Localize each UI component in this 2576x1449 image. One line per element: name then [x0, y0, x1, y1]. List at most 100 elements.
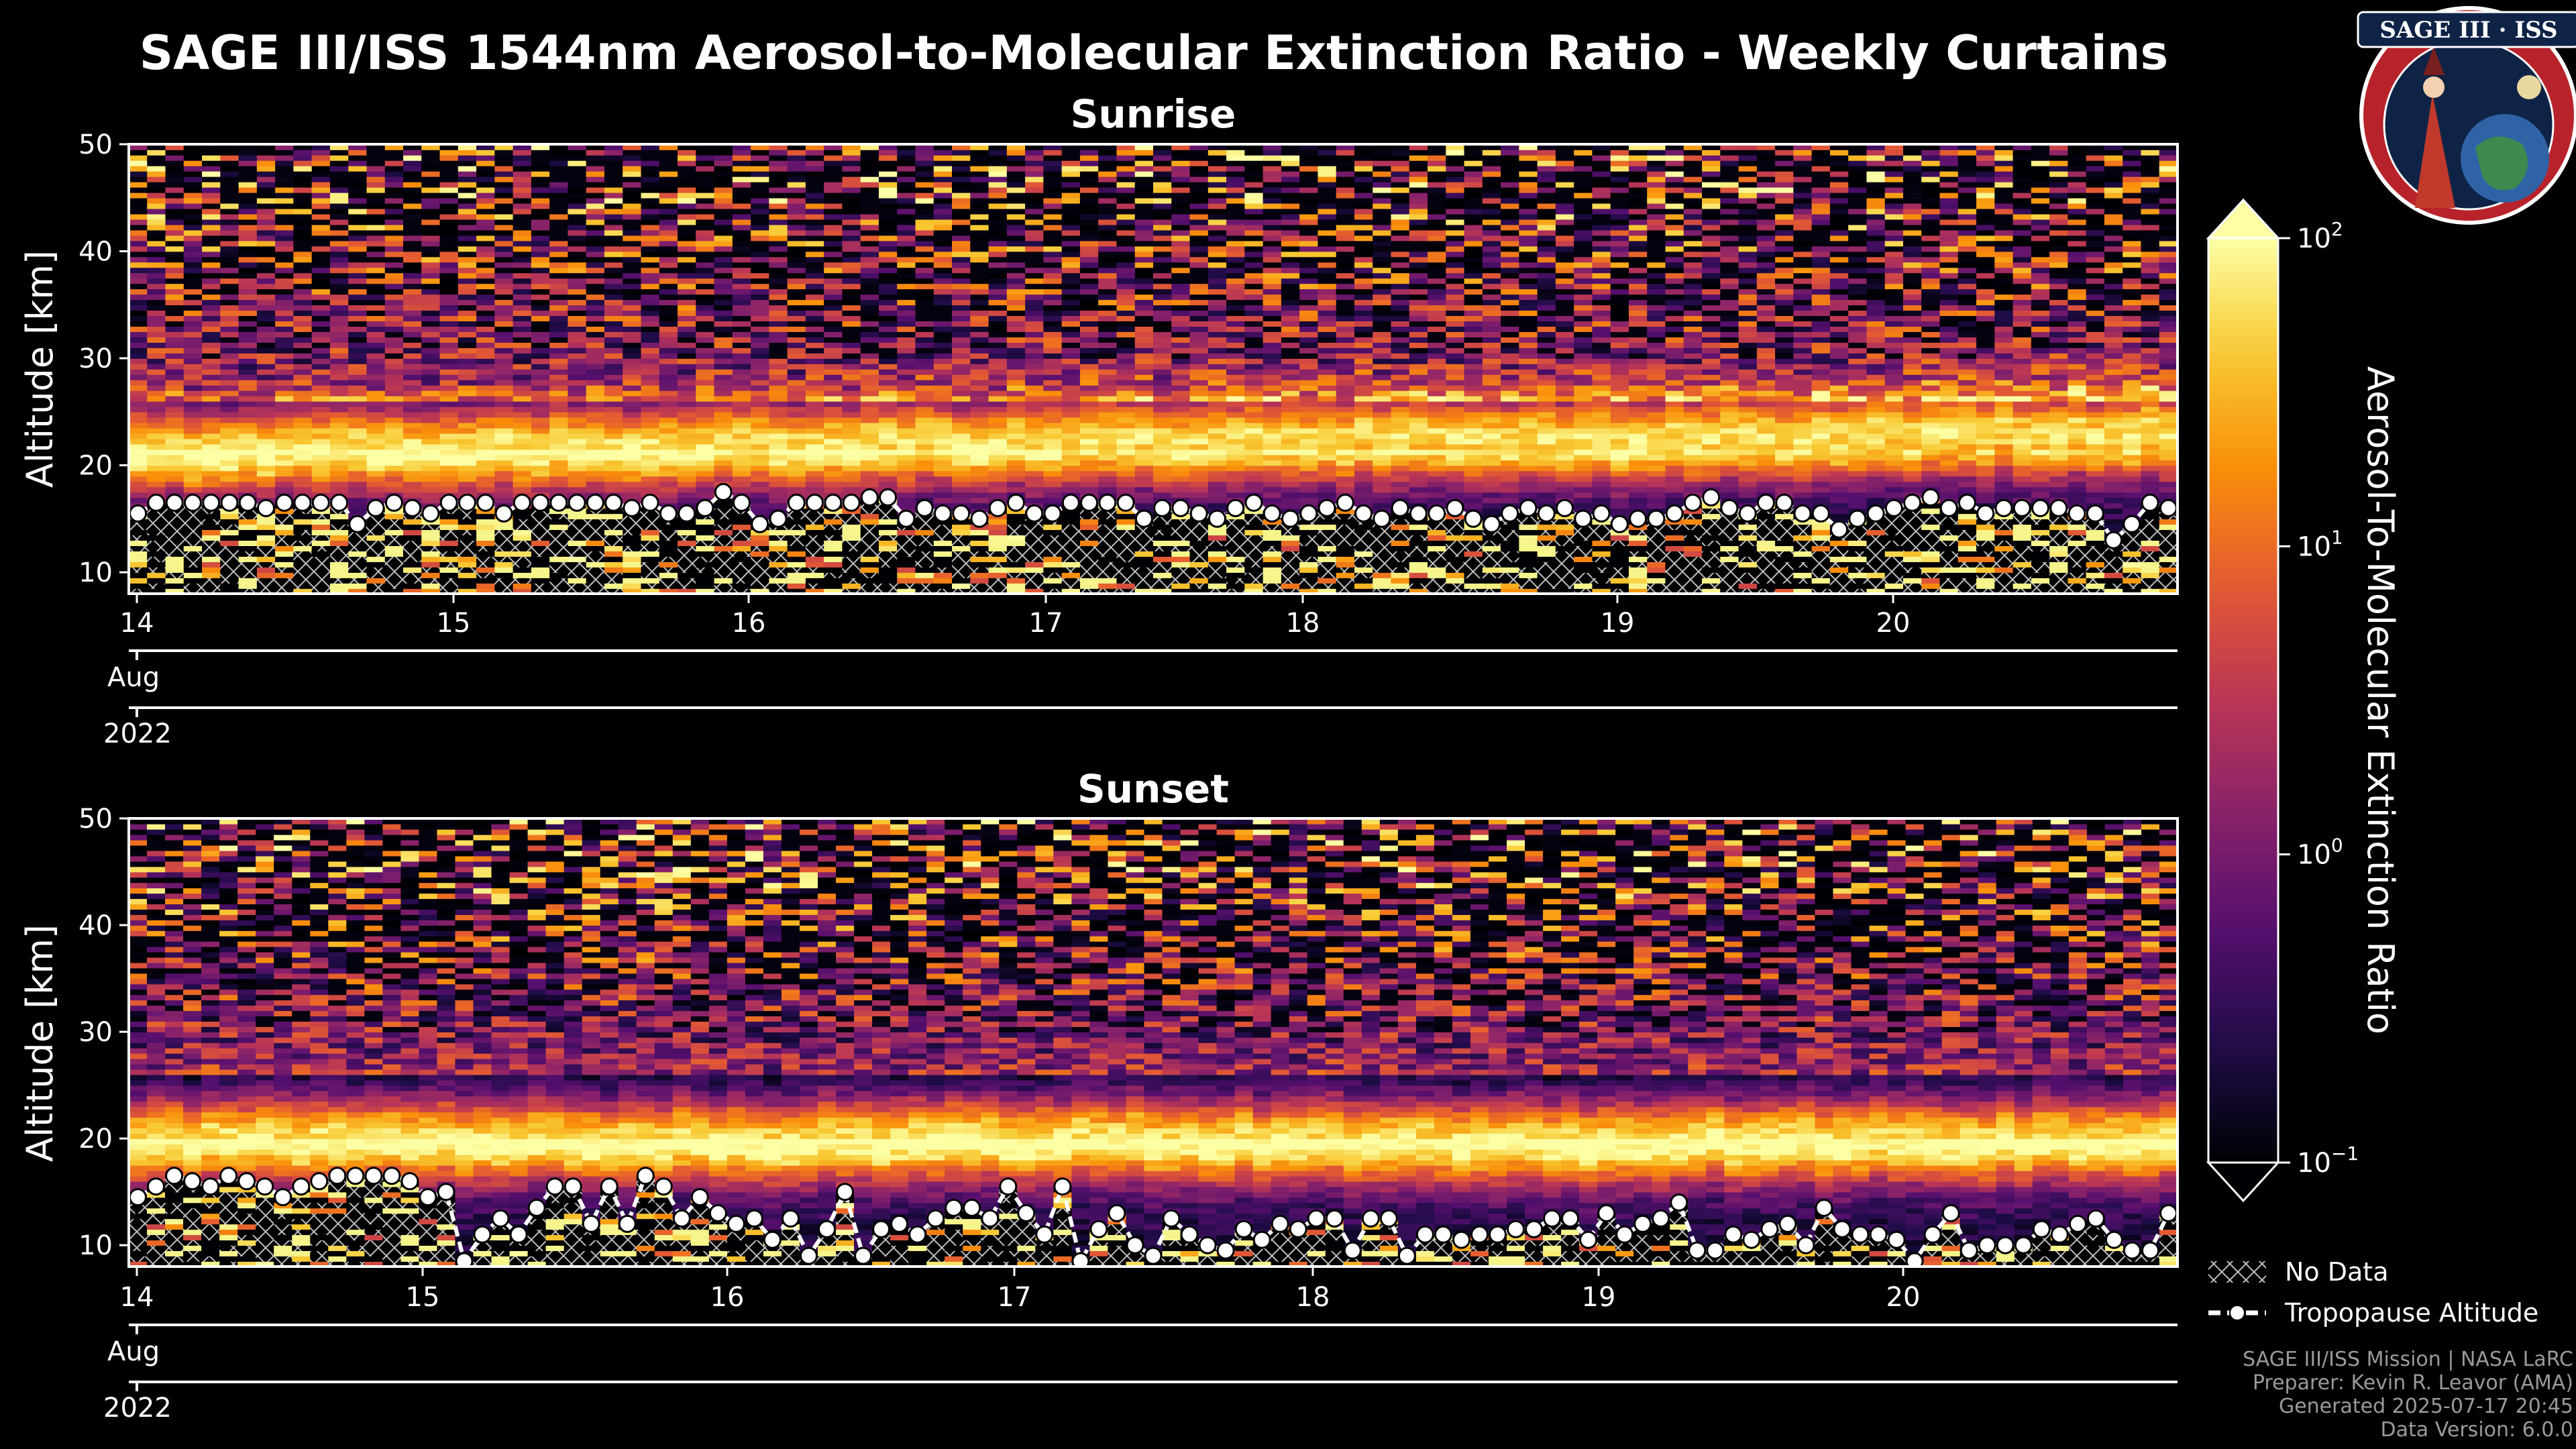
heatmap-cell [1098, 240, 1118, 247]
heatmap-cell [1043, 235, 1063, 241]
heatmap-cell [1079, 262, 1099, 268]
heatmap-cell [915, 561, 934, 568]
heatmap-cell [586, 369, 605, 375]
heatmap-cell [458, 342, 477, 348]
heatmap-cell [678, 278, 697, 284]
heatmap-cell [129, 492, 148, 498]
heatmap-cell [513, 561, 532, 568]
heatmap-cell [220, 219, 239, 225]
heatmap-cell [403, 578, 423, 584]
heatmap-cell [988, 583, 1008, 589]
heatmap-cell [275, 262, 294, 268]
heatmap-cell [366, 551, 386, 557]
heatmap-cell [1098, 347, 1118, 354]
heatmap-cell [256, 545, 276, 551]
heatmap-cell [824, 583, 843, 589]
heatmap-cell [1189, 144, 1209, 150]
heatmap-cell [623, 529, 642, 536]
heatmap-cell [531, 443, 550, 450]
heatmap-cell [933, 470, 953, 477]
heatmap-cell [129, 176, 148, 182]
heatmap-cell [824, 561, 843, 568]
heatmap-cell [348, 326, 368, 332]
heatmap-cell [384, 192, 404, 199]
heatmap-cell [531, 353, 550, 359]
heatmap-cell [915, 240, 934, 247]
heatmap-cell [1043, 256, 1063, 263]
heatmap-cell [751, 578, 770, 584]
heatmap-cell [183, 470, 203, 477]
heatmap-cell [256, 384, 276, 391]
heatmap-cell [494, 315, 514, 322]
heatmap-cell [878, 165, 898, 172]
heatmap-cell [952, 294, 971, 301]
heatmap-cell [586, 342, 605, 348]
heatmap-cell [275, 551, 294, 557]
heatmap-cell [256, 406, 276, 413]
heatmap-cell [1079, 213, 1099, 220]
heatmap-cell [1098, 283, 1118, 290]
heatmap-cell [329, 272, 350, 279]
heatmap-cell [311, 449, 331, 455]
heatmap-cell [769, 529, 788, 536]
heatmap-cell [238, 203, 258, 209]
heatmap-cell [384, 219, 404, 225]
heatmap-cell [1061, 246, 1081, 252]
heatmap-cell [678, 524, 697, 531]
heatmap-cell [751, 288, 770, 295]
heatmap-cell [1134, 379, 1154, 386]
heatmap-cell [238, 240, 258, 247]
heatmap-cell [458, 422, 477, 429]
heatmap-cell [513, 160, 532, 166]
heatmap-cell [458, 524, 477, 531]
heatmap-cell [732, 321, 751, 327]
heatmap-cell [220, 203, 239, 209]
heatmap-cell [256, 181, 276, 188]
heatmap-cell [256, 305, 276, 311]
heatmap-cell [348, 492, 368, 498]
heatmap-cell [623, 186, 642, 193]
heatmap-cell [696, 149, 715, 156]
heatmap-cell [1153, 427, 1173, 434]
heatmap-cell [696, 294, 715, 301]
heatmap-cell [988, 443, 1008, 450]
heatmap-cell [549, 535, 569, 541]
heatmap-cell [238, 417, 258, 423]
heatmap-cell [897, 486, 916, 493]
heatmap-cell [275, 288, 294, 295]
heatmap-cell [1006, 310, 1026, 317]
heatmap-cell [403, 294, 423, 301]
heatmap-cell [348, 305, 368, 311]
heatmap-cell [275, 235, 294, 241]
heatmap-cell [403, 203, 423, 209]
heatmap-cell [183, 229, 203, 236]
heatmap-cell [769, 438, 788, 445]
heatmap-cell [751, 583, 770, 589]
heatmap-cell [183, 406, 203, 413]
heatmap-cell [458, 454, 477, 461]
heatmap-cell [860, 272, 879, 279]
heatmap-cell [1006, 278, 1026, 284]
heatmap-cell [384, 476, 404, 482]
heatmap-cell [476, 395, 496, 402]
heatmap-cell [586, 470, 605, 477]
heatmap-cell [1043, 321, 1063, 327]
heatmap-cell [348, 213, 368, 220]
heatmap-cell [293, 267, 313, 274]
heatmap-cell [568, 229, 587, 236]
heatmap-cell [732, 578, 751, 584]
heatmap-cell [933, 310, 953, 317]
heatmap-cell [256, 567, 276, 573]
heatmap-cell [641, 149, 660, 156]
heatmap-cell [202, 433, 221, 439]
heatmap-cell [165, 384, 184, 391]
heatmap-cell [1061, 556, 1081, 562]
heatmap-cell [824, 460, 843, 466]
heatmap-cell [366, 454, 386, 461]
heatmap-cell [384, 486, 404, 493]
heatmap-cell [513, 524, 532, 531]
heatmap-cell [1098, 427, 1118, 434]
heatmap-cell [165, 326, 184, 332]
heatmap-cell [678, 326, 697, 332]
heatmap-cell [531, 299, 550, 306]
